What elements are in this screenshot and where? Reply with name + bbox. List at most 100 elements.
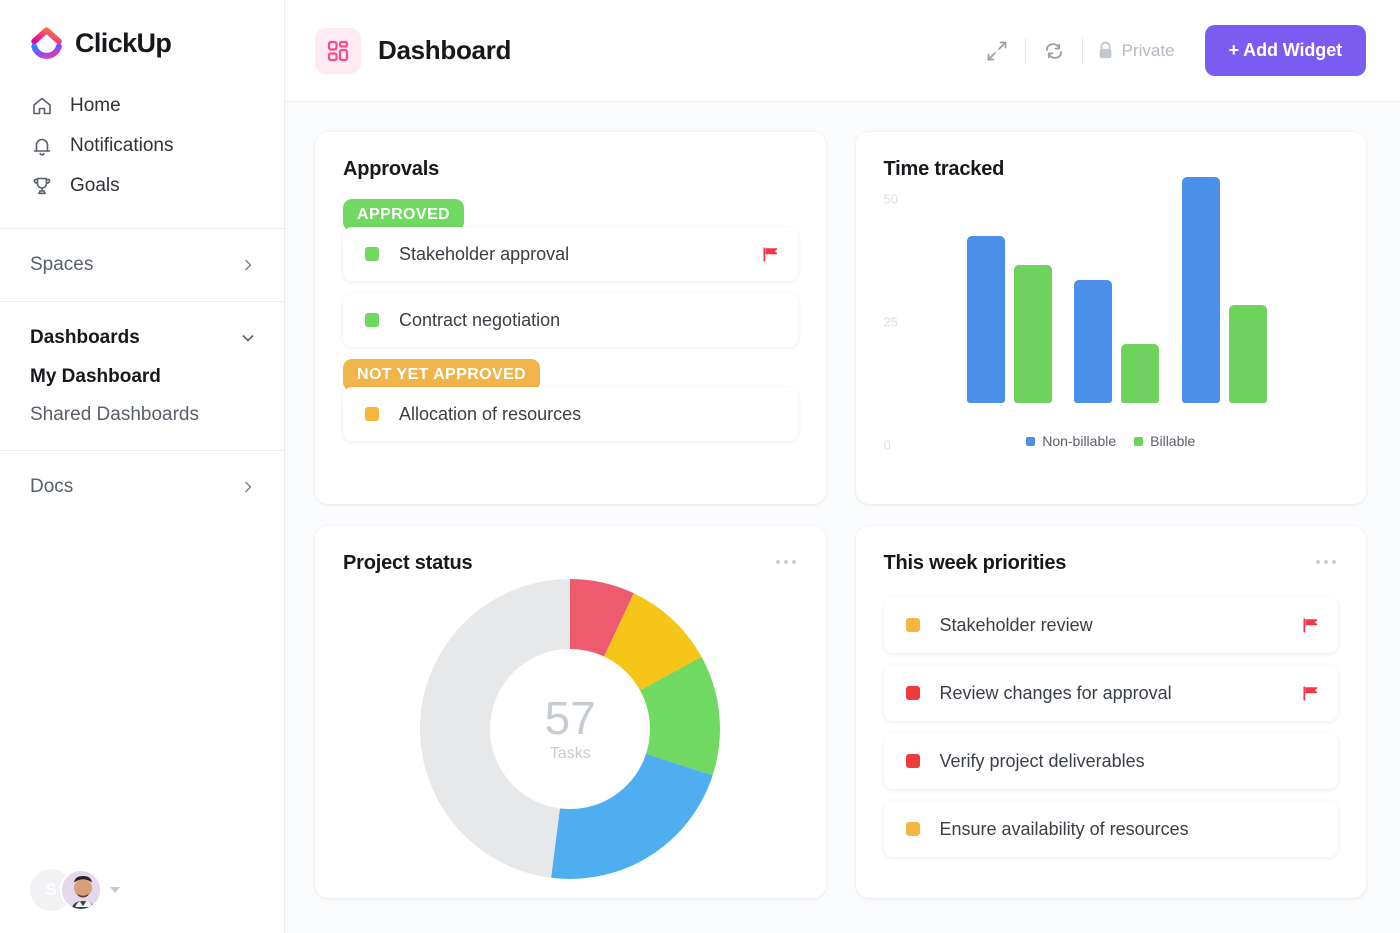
bar-non-billable[interactable] [1074,280,1113,403]
project-status-widget: Project status [315,526,826,898]
home-icon [33,97,51,115]
donut-chart: 57 Tasks [420,579,721,879]
sidebar-item-home[interactable]: Home [0,86,284,126]
priority-flag-icon[interactable] [761,245,780,264]
sidebar-item-label: Notifications [70,135,174,156]
status-dot [905,754,920,768]
approval-row[interactable]: Contract negotiation [343,293,798,347]
clickup-logo-icon [31,27,62,59]
status-dot [905,822,920,836]
top-bar: Dashboard [285,0,1400,102]
status-dot [365,247,379,261]
dashboard-icon-container [315,27,361,74]
dashboard-grid-icon [327,40,349,61]
refresh-button[interactable] [1032,29,1076,73]
y-axis-tick: 25 [883,314,898,330]
sidebar-item-goals[interactable]: Goals [0,166,284,206]
more-options-icon[interactable] [774,552,798,572]
time-tracked-chart: 50 25 0 [883,177,1339,457]
divider [1024,37,1026,64]
more-options-icon[interactable] [1314,552,1338,572]
widget-grid: Approvals APPROVED Stakeholder approval [285,102,1400,933]
approval-row[interactable]: Stakeholder approval [343,227,798,281]
bar-non-billable[interactable] [966,236,1005,403]
bar-group [1074,280,1160,403]
bar-billable[interactable] [1228,305,1267,403]
list-item[interactable]: Ensure availability of resources [883,801,1338,857]
status-dot [365,313,379,327]
status-badge: APPROVED [343,199,464,231]
legend-item-billable[interactable]: Billable [1134,433,1195,449]
sidebar-item-shared-dashboards[interactable]: Shared Dashboards [30,404,199,425]
widget-title: Project status [343,552,473,574]
avatar[interactable] [60,869,102,911]
brand[interactable]: ClickUp [0,0,284,82]
spaces-section: Spaces [0,228,284,301]
y-axis-tick: 0 [883,437,891,453]
approvals-group-approved: APPROVED Stakeholder approval Contract n… [343,199,798,347]
priority-label: Stakeholder review [939,614,1093,635]
task-count: 57 [544,692,596,744]
sidebar-item-label: Spaces [30,254,94,275]
donut-segment-in-progress[interactable] [420,579,721,879]
donut-segment-to-do[interactable] [420,579,721,879]
legend-swatch [1134,436,1144,446]
sidebar-item-spaces[interactable]: Spaces [0,245,284,285]
project-status-header: Project status [343,552,798,575]
dashboards-section: Dashboards My Dashboard Shared Dashboard… [0,301,284,450]
priority-flag-icon[interactable] [1301,616,1320,635]
privacy-label: Private [1121,40,1175,60]
list-item[interactable]: Review changes for approval [883,665,1338,721]
priorities-list: Stakeholder review Review changes for ap… [883,597,1338,857]
approval-row[interactable]: Allocation of resources [343,387,798,441]
bar-series-container [956,177,1279,403]
donut-center-label: 57 Tasks [545,695,596,763]
priorities-widget: This week priorities Stakeholder review [855,526,1366,898]
bar-billable[interactable] [1013,265,1052,403]
bar-group [1181,177,1267,403]
expand-button[interactable] [975,29,1019,73]
divider [1081,37,1083,64]
top-bar-actions: Private + Add Widget [975,25,1366,76]
status-dot [905,618,920,632]
priority-flag-icon[interactable] [1301,684,1320,703]
priority-label: Verify project deliverables [939,750,1145,771]
donut-svg [420,579,721,879]
widget-title: This week priorities [883,552,1067,574]
sidebar-item-label: Docs [30,476,74,497]
chevron-right-icon [245,259,252,271]
expand-arrows-icon [987,41,1006,60]
list-item[interactable]: Verify project deliverables [883,733,1338,789]
donut-segment-complete[interactable] [420,579,721,879]
widget-title: Time tracked [883,158,1005,180]
bar-group [966,236,1052,403]
legend-swatch [1026,436,1036,446]
sidebar-item-my-dashboard[interactable]: My Dashboard [30,366,161,387]
sidebar: ClickUp Home Notifications [0,0,285,933]
main-content: Dashboard [285,0,1400,933]
docs-section: Docs [0,450,284,523]
approval-label: Allocation of resources [399,403,582,424]
sidebar-item-docs[interactable]: Docs [0,467,284,507]
legend-item-non-billable[interactable]: Non-billable [1026,433,1116,449]
primary-nav: Home Notifications [0,82,284,228]
legend-label: Non-billable [1042,433,1117,449]
refresh-sync-icon [1045,42,1062,59]
brand-name: ClickUp [75,27,172,58]
sidebar-item-dashboards[interactable]: Dashboards [0,318,284,358]
spacer [343,181,798,199]
bar-non-billable[interactable] [1181,177,1220,403]
chevron-right-icon [245,481,252,493]
y-axis-tick: 50 [883,191,898,207]
user-menu[interactable]: S [30,869,120,911]
approvals-header: Approvals [343,158,798,181]
sidebar-item-notifications[interactable]: Notifications [0,126,284,166]
priority-label: Review changes for approval [939,682,1172,703]
bar-billable[interactable] [1121,344,1160,403]
add-widget-button[interactable]: + Add Widget [1204,25,1366,76]
list-item[interactable]: Stakeholder review [883,597,1338,653]
privacy-toggle[interactable]: Private [1089,41,1189,61]
donut-chart-container: 57 Tasks [315,570,826,888]
caret-down-icon[interactable] [110,886,120,894]
